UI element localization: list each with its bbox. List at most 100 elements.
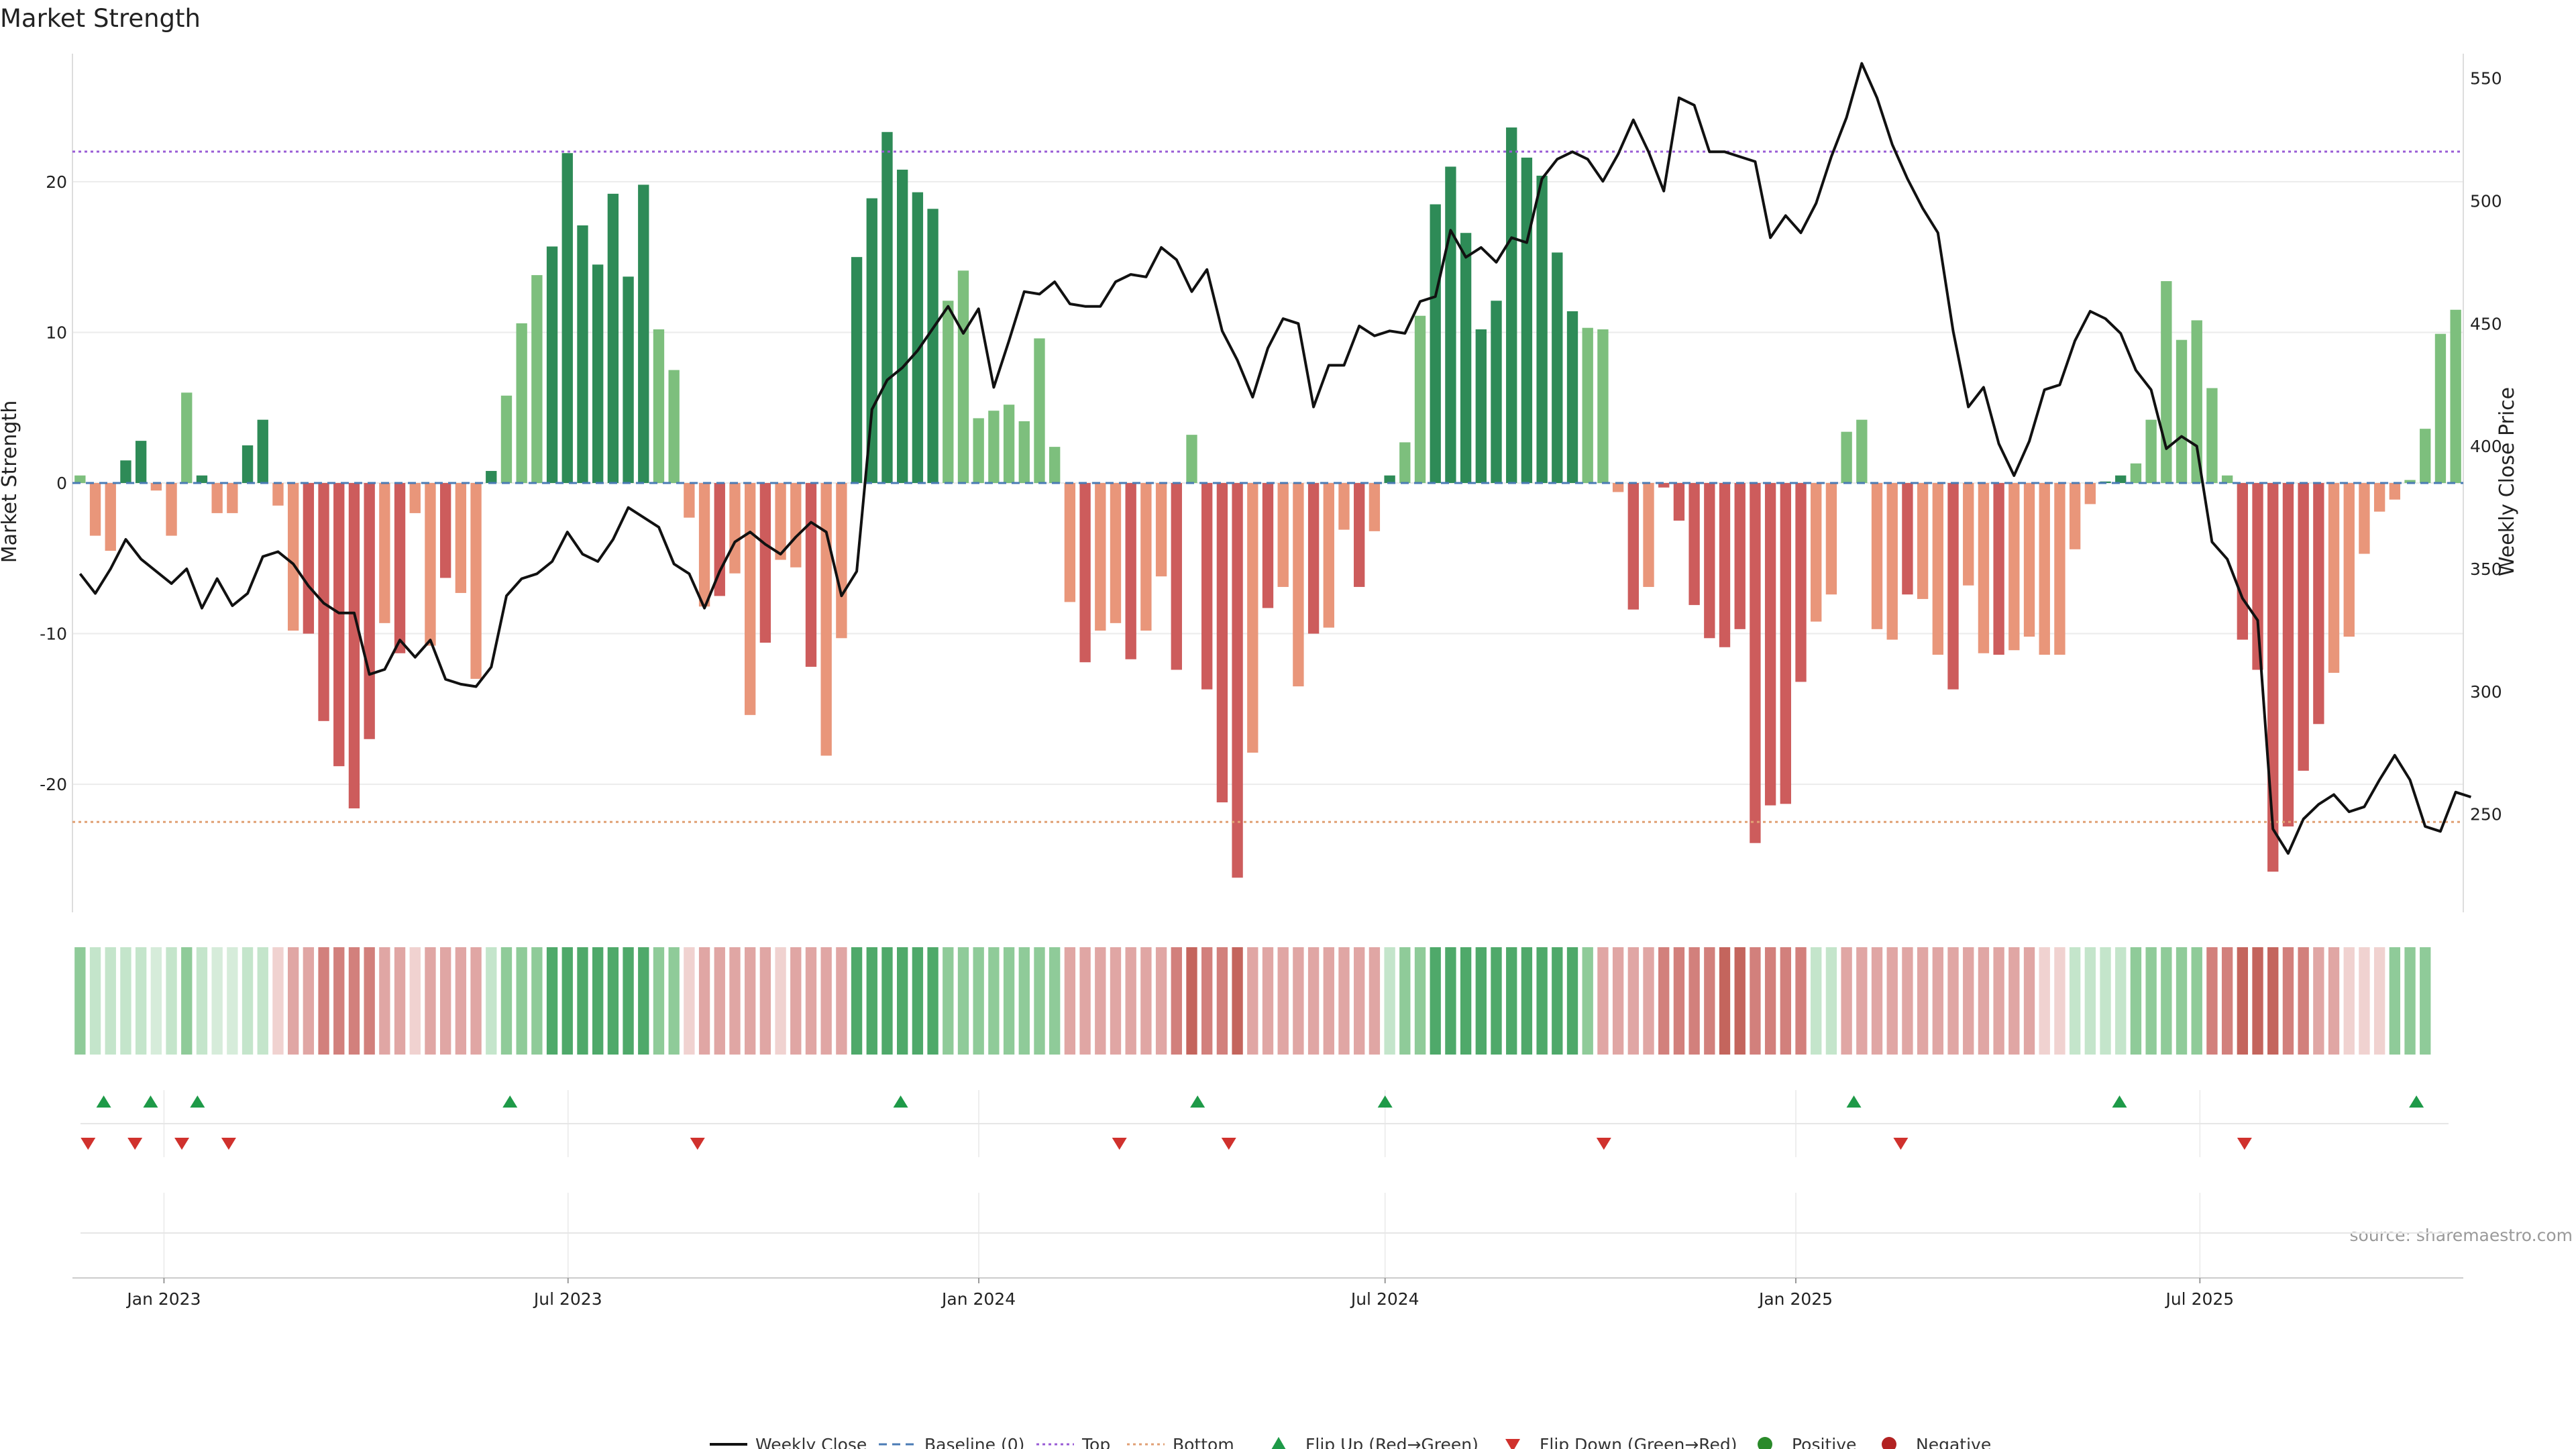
strength-bar	[74, 475, 86, 483]
heat-cell	[379, 947, 390, 1055]
strength-bar	[592, 264, 604, 483]
strength-bar	[166, 483, 177, 536]
heat-cell	[2100, 947, 2111, 1055]
strength-bar	[2069, 483, 2081, 549]
x-tick-label: Jul 2024	[1350, 1289, 1419, 1309]
strength-bar	[516, 323, 527, 483]
heat-cell	[1856, 947, 1868, 1055]
heat-cell	[1414, 947, 1426, 1055]
strength-bar	[1338, 483, 1350, 530]
strength-bar	[2404, 480, 2416, 483]
strength-bar	[2084, 483, 2096, 504]
strength-bar	[745, 483, 756, 715]
heat-cell	[1552, 947, 1563, 1055]
x-tick-label: Jan 2024	[941, 1289, 1016, 1309]
heat-cell	[241, 947, 254, 1055]
heat-cell	[1201, 947, 1213, 1055]
left-tick-label: -20	[40, 775, 67, 794]
strength-bar	[957, 270, 969, 483]
heat-cell	[1886, 947, 1898, 1055]
heat-cell	[1658, 947, 1670, 1055]
strength-bar	[1307, 483, 1320, 634]
flip-down-marker	[1112, 1138, 1127, 1150]
strength-bar	[227, 483, 238, 513]
strength-bar	[1293, 483, 1304, 687]
strength-bar	[1095, 483, 1106, 631]
strength-bar	[881, 131, 893, 484]
heat-cell	[1338, 947, 1350, 1055]
heat-cell	[684, 947, 695, 1055]
legend-item: Baseline (0)	[879, 1435, 1024, 1449]
strength-bar	[2145, 419, 2157, 483]
heat-cell	[2054, 947, 2065, 1055]
x-tick-label: Jan 2025	[1758, 1289, 1833, 1309]
heat-cell	[1095, 947, 1106, 1055]
heat-cell	[1566, 947, 1578, 1055]
legend-label: Negative	[1916, 1435, 1991, 1449]
strength-bar	[1780, 483, 1791, 804]
strength-bar	[2420, 429, 2431, 483]
heat-cell	[425, 947, 436, 1055]
strength-bar	[1871, 483, 1883, 629]
heat-cell	[2008, 947, 2020, 1055]
flip-down-marker	[221, 1138, 236, 1150]
strength-bar	[912, 192, 924, 483]
legend-swatch	[1882, 1437, 1896, 1449]
legend: Weekly Close Baseline (0) Top Bottom Flip Up…	[710, 1435, 1991, 1449]
heat-cell	[1750, 947, 1761, 1055]
x-axis: Jan 2023 Jul 2023 Jan 2024 Jul 2024 Jan 2025…	[72, 1277, 2463, 1309]
flip-down-marker	[80, 1138, 96, 1150]
strength-bar	[775, 483, 786, 560]
heat-cell	[1825, 947, 1837, 1055]
strength-bar	[973, 418, 984, 483]
heat-cell	[303, 947, 315, 1055]
strength-bar	[1368, 483, 1381, 531]
strength-bar	[1201, 483, 1213, 690]
strength-bar	[1627, 483, 1639, 610]
heat-cell	[1262, 947, 1274, 1055]
strength-bar	[196, 475, 208, 483]
flip-down-marker	[1221, 1138, 1236, 1150]
heat-cell	[439, 947, 451, 1055]
strength-bar	[2237, 483, 2249, 640]
strength-bar	[820, 483, 832, 756]
heat-cell	[2130, 947, 2142, 1055]
heat-cell	[1612, 947, 1624, 1055]
strength-bar	[623, 276, 634, 483]
heat-cell	[227, 947, 238, 1055]
strength-bar	[851, 257, 863, 483]
strength-bar	[2373, 483, 2385, 512]
heat-cell	[1171, 947, 1182, 1055]
flip-up-marker	[502, 1095, 518, 1108]
heat-cell	[1688, 947, 1700, 1055]
strength-bar	[181, 392, 193, 483]
strength-bar	[257, 419, 268, 483]
strength-bar	[1125, 483, 1136, 659]
heat-cell	[2039, 947, 2050, 1055]
heat-cell	[957, 947, 969, 1055]
heat-cell	[1293, 947, 1304, 1055]
strength-bar	[1993, 483, 2004, 655]
strength-bar	[561, 153, 573, 484]
legend-label: Positive	[1792, 1435, 1856, 1449]
strength-bar	[1856, 419, 1868, 483]
strength-bar	[1932, 483, 1944, 655]
heat-cell	[150, 947, 162, 1055]
heat-cell	[1764, 947, 1776, 1055]
strength-bar	[2221, 475, 2233, 483]
strength-bar	[1566, 311, 1578, 483]
heat-cell	[455, 947, 467, 1055]
legend-label: Flip Up (Red→Green)	[1305, 1435, 1479, 1449]
strength-bar	[303, 483, 315, 634]
left-y-axis: -20 -10 0 10 20	[40, 172, 67, 794]
strength-bar	[1034, 338, 1045, 483]
heat-cell	[592, 947, 604, 1055]
strength-bar	[1430, 204, 1441, 483]
strength-bar	[1445, 166, 1456, 483]
strength-bar	[2313, 483, 2324, 724]
strength-bar	[364, 483, 375, 739]
heat-cell	[2206, 947, 2218, 1055]
strength-bars	[74, 127, 2461, 878]
strength-bar	[1825, 483, 1837, 595]
strength-bar	[1658, 483, 1670, 488]
